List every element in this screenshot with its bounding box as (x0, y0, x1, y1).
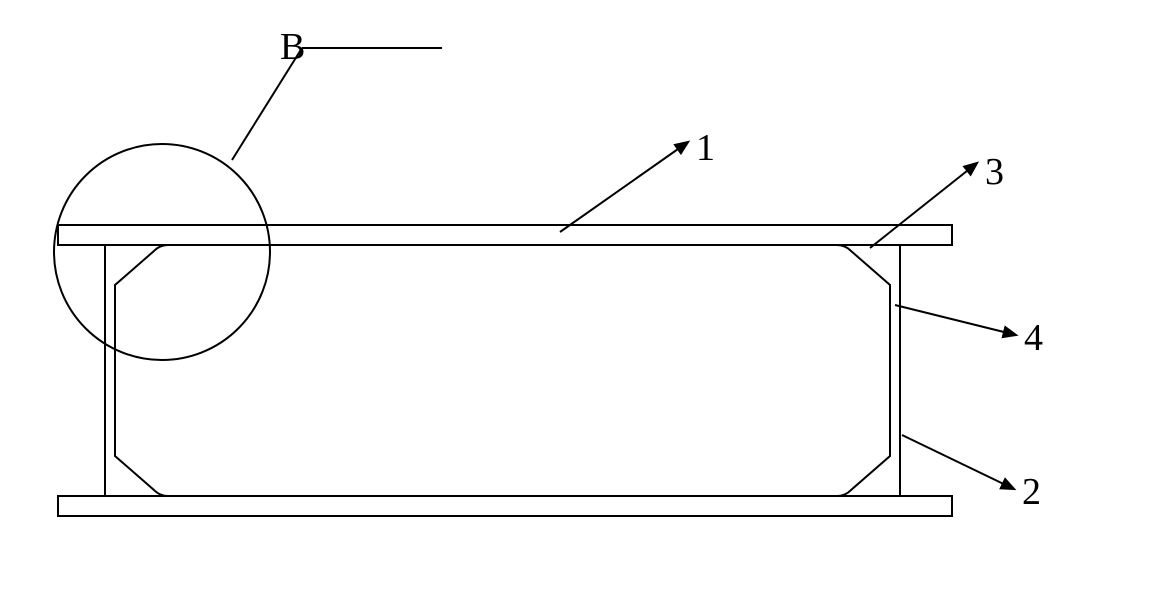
label-3: 3 (985, 150, 1004, 194)
label-4: 4 (1024, 316, 1043, 360)
label-B: B (280, 25, 305, 69)
engineering-diagram (0, 0, 1161, 601)
label-1: 1 (696, 126, 715, 170)
label-2: 2 (1022, 470, 1041, 514)
